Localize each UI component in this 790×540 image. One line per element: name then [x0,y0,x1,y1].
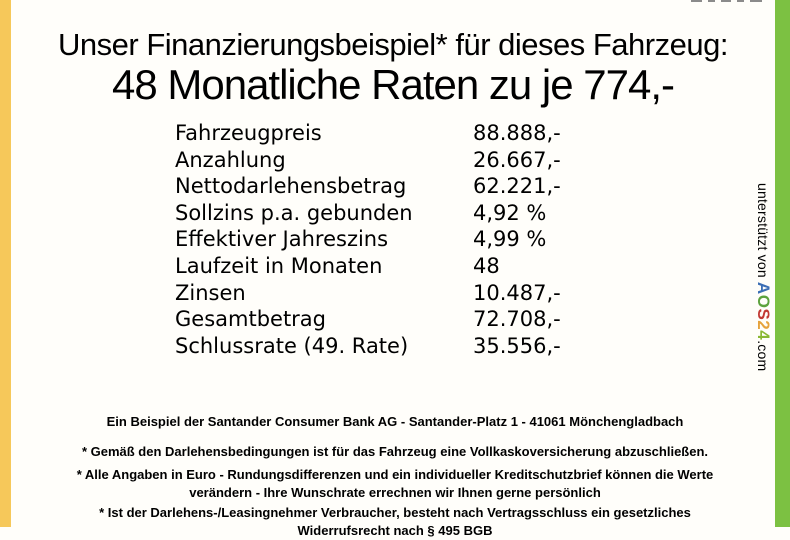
row-label: Schlussrate (49. Rate) [175,333,409,358]
row-value: 4,92 % [473,200,547,225]
page-title: Unser Finanzierungsbeispiel* für dieses … [58,27,728,62]
supported-by-text: unterstützt von [755,183,771,282]
logo-domain-suffix: .com [755,340,771,372]
monthly-rate-headline: 48 Monatliche Raten zu je 774,- [111,61,675,108]
footnote-values: * Alle Angaben in Euro - Rundungsdiffere… [76,467,714,500]
row-label: Effektiver Jahreszins [175,227,389,252]
table-row: Schlussrate (49. Rate) 35.556,- [175,333,561,360]
footnote-withdrawal: * Ist der Darlehens-/Leasingnehmer Verbr… [99,505,691,538]
row-value: 48 [473,253,500,278]
row-value: 10.487,- [473,280,561,305]
cutoff-text-fragment [691,0,762,2]
row-label: Zinsen [175,280,246,305]
logo-letter: A [754,281,773,295]
table-row: Gesamtbetrag 72.708,- [175,306,561,333]
row-label: Sollzins p.a. gebunden [175,200,413,225]
row-value: 35.556,- [473,333,561,358]
bank-address-line: Ein Beispiel der Santander Consumer Bank… [106,414,684,429]
row-value: 88.888,- [473,121,561,145]
row-label: Fahrzeugpreis [175,121,322,145]
table-row: Laufzeit in Monaten 48 [175,253,561,280]
right-accent-bar [775,0,790,527]
row-label: Nettodarlehensbetrag [175,174,407,199]
row-value: 62.221,- [473,174,561,199]
table-row: Anzahlung 26.667,- [175,147,561,174]
row-label: Anzahlung [175,147,286,172]
logo-letter: 2 [754,320,773,331]
table-row: Zinsen 10.487,- [175,280,561,307]
row-value: 4,99 % [473,227,547,252]
table-row: Effektiver Jahreszins 4,99 % [175,226,561,253]
left-accent-bar [0,0,11,527]
supported-by-credit: unterstützt von AOS24.com [753,183,773,371]
footnote-insurance: * Gemäß den Darlehensbedingungen ist für… [81,444,709,459]
table-row: Sollzins p.a. gebunden 4,92 % [175,200,561,227]
logo-letter: S [754,308,773,321]
row-value: 26.667,- [473,147,561,172]
table-row: Nettodarlehensbetrag 62.221,- [175,173,561,200]
logo-letter: O [754,294,773,309]
aos24-logo: AOS24 [754,282,773,340]
row-value: 72.708,- [473,307,561,332]
row-label: Gesamtbetrag [175,307,327,332]
logo-letter: 4 [754,330,773,341]
table-row: Fahrzeugpreis 88.888,- [175,120,561,147]
financing-table: Fahrzeugpreis 88.888,- Anzahlung 26.667,… [175,120,561,359]
row-label: Laufzeit in Monaten [175,253,383,278]
